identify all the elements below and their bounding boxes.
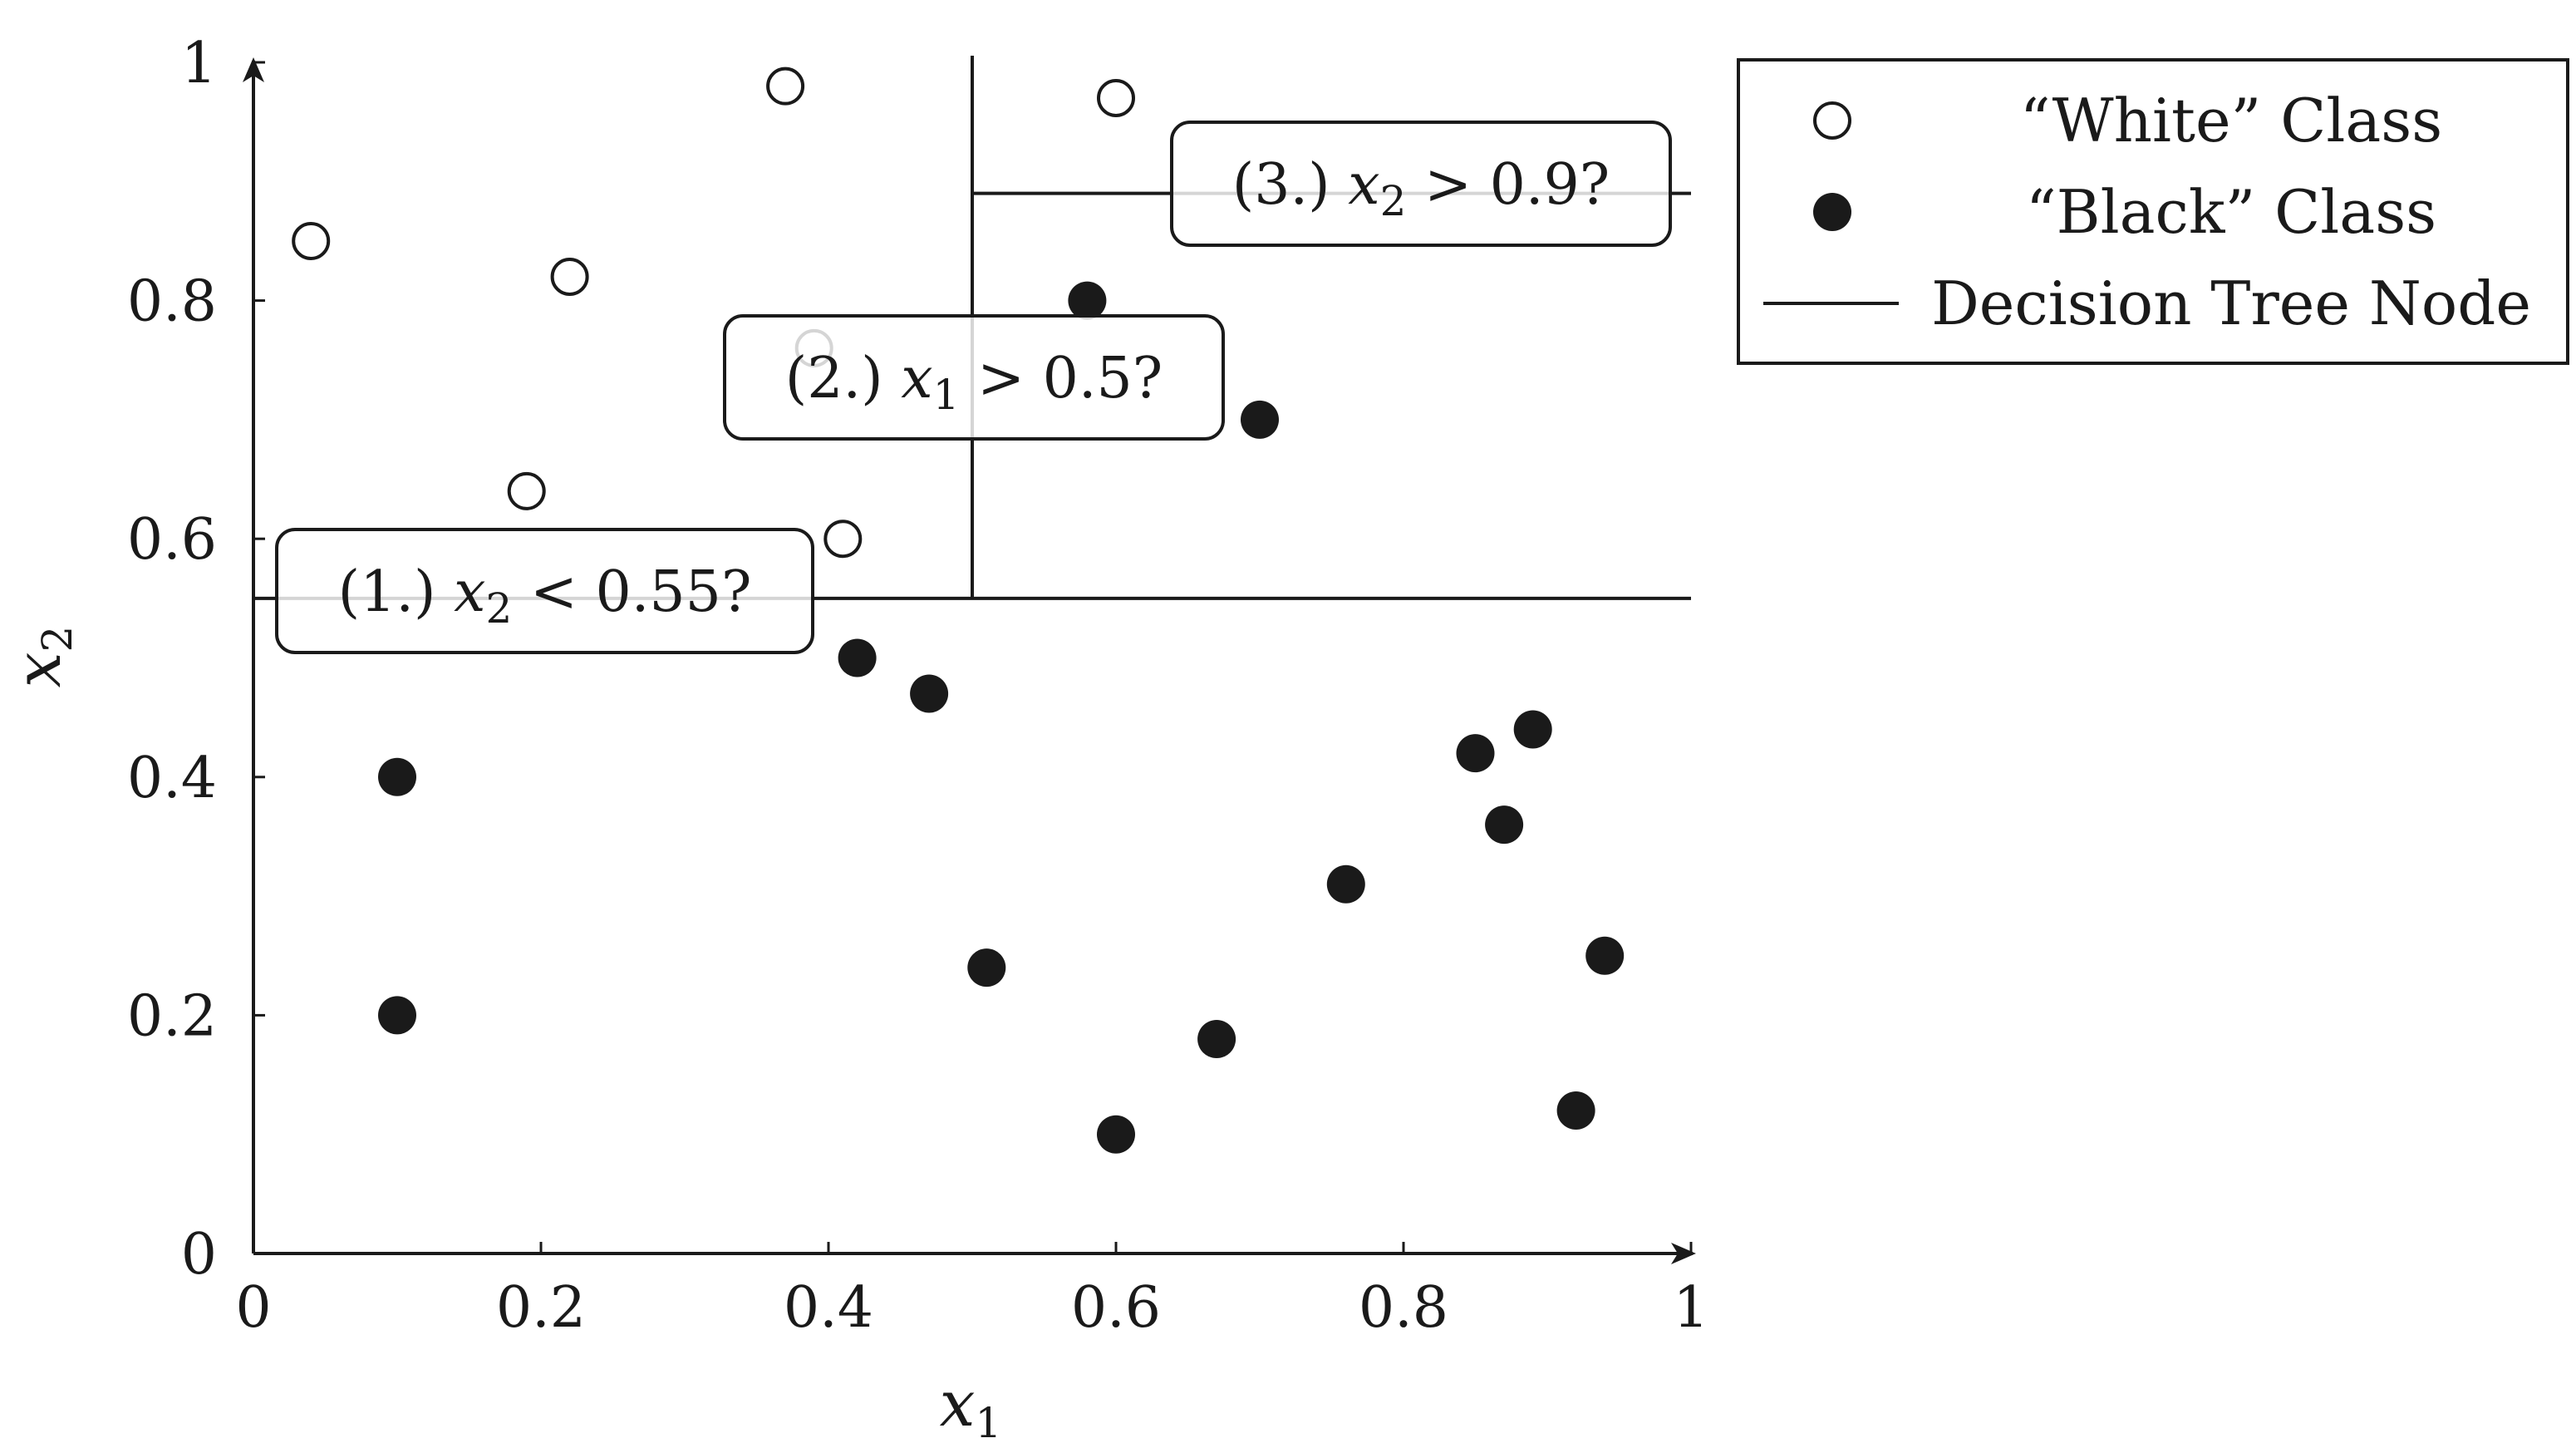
- legend-white-marker: [1813, 101, 1851, 140]
- decision-node-label-2: (2.) x1 > 0.5?: [785, 346, 1163, 419]
- y-tick-label: 1: [181, 31, 217, 96]
- black-class-point: [1241, 400, 1279, 439]
- x-tick-label: 0: [235, 1275, 271, 1341]
- black-class-point: [1513, 710, 1552, 749]
- decision-node-box-2: [723, 314, 1225, 441]
- black-class-point: [1068, 281, 1107, 320]
- decision-node-box-3: [1170, 121, 1672, 247]
- black-class-point: [1097, 1115, 1135, 1154]
- legend-black-marker: [1813, 193, 1851, 231]
- white-class-point: [292, 221, 331, 260]
- black-class-point: [838, 638, 877, 677]
- y-axis-arrow: [243, 57, 264, 82]
- y-tick-label: 0.4: [127, 746, 217, 811]
- white-class-point: [1097, 78, 1135, 117]
- white-class-point: [766, 66, 805, 106]
- white-class-point: [507, 471, 546, 510]
- x-tick-label: 0.8: [1359, 1275, 1448, 1341]
- legend-black-label: “Black” Class: [2026, 177, 2436, 247]
- black-class-point: [378, 996, 416, 1035]
- black-class-point: [378, 757, 416, 796]
- decision-node-annotations: (1.) x2 < 0.55? (2.) x1 > 0.5? (3.) x2 > 0…: [275, 121, 1672, 654]
- x-axis-label: x1: [940, 1367, 1002, 1447]
- axes: 0 0.2 0.4 0.6 0.8 1 0 0.2 0.4 0.6 0.8 1 x1 x2: [1, 31, 1709, 1447]
- legend-node-label: Decision Tree Node: [1931, 268, 2531, 338]
- x-tick-label: 0.2: [496, 1275, 586, 1341]
- white-class-point: [823, 520, 863, 559]
- x-tick-label: 1: [1673, 1275, 1708, 1341]
- black-class-point: [1456, 734, 1495, 773]
- decision-node-label-3: (3.) x2 > 0.9?: [1232, 152, 1610, 225]
- y-axis-label: x2: [1, 626, 81, 688]
- y-tick-label: 0: [181, 1222, 217, 1288]
- x-axis-arrow: [1671, 1243, 1696, 1264]
- black-class-point: [1485, 805, 1524, 845]
- y-tick-label: 0.2: [127, 983, 217, 1049]
- decision-node-label-1: (1.) x2 < 0.55?: [338, 559, 752, 633]
- black-class-point: [1556, 1091, 1595, 1130]
- black-class-point: [1197, 1020, 1236, 1059]
- x-tick-label: 0.6: [1071, 1275, 1161, 1341]
- black-class-point: [967, 948, 1006, 987]
- y-tick-label: 0.6: [127, 507, 217, 573]
- black-class-point: [1585, 936, 1625, 975]
- black-class-point: [1326, 864, 1365, 904]
- y-tick-label: 0.8: [127, 269, 217, 335]
- white-class-point: [550, 257, 589, 296]
- legend: “White” Class “Black” Class Decision Tree …: [1737, 58, 2569, 365]
- decision-node-box-1: [275, 528, 814, 654]
- black-class-point: [910, 674, 949, 713]
- legend-white-label: “White” Class: [2020, 86, 2442, 155]
- legend-box: [1737, 58, 2569, 365]
- x-tick-label: 0.4: [784, 1275, 873, 1341]
